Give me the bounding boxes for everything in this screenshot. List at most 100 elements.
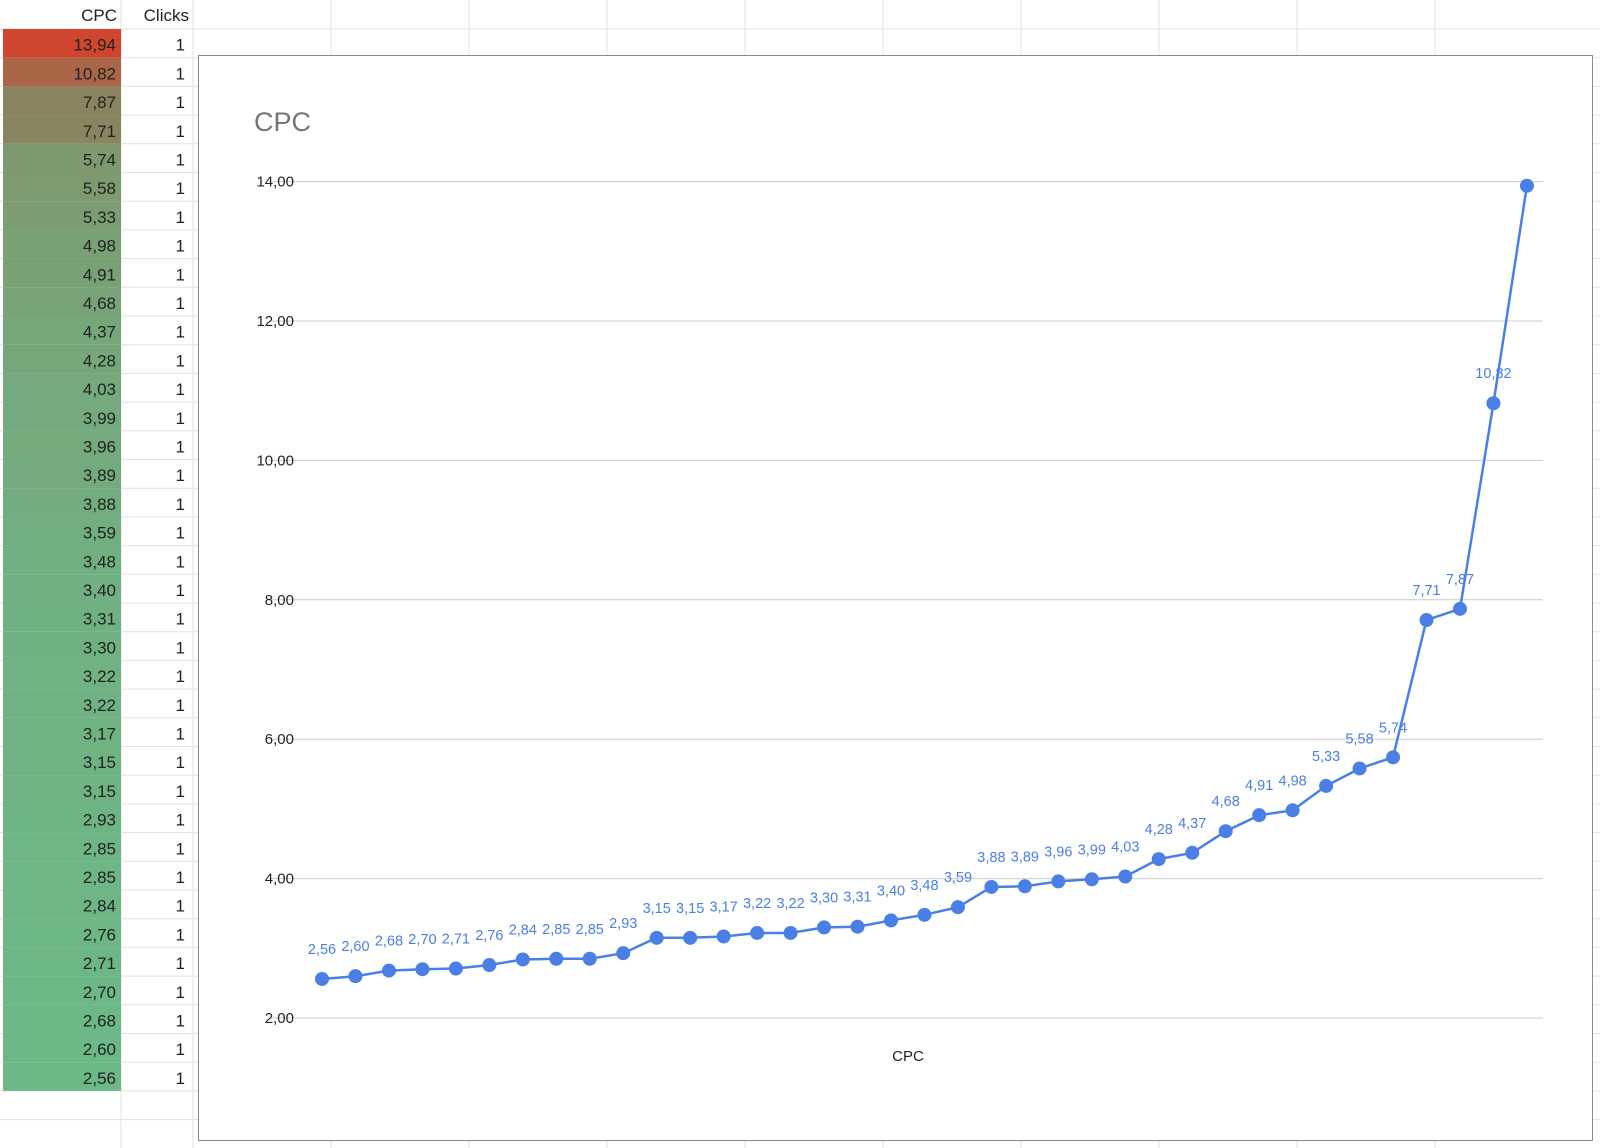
data-point[interactable]: [381, 963, 396, 978]
cpc-cell-fill[interactable]: [3, 918, 121, 948]
clicks-cell[interactable]: 1: [176, 925, 185, 944]
data-point[interactable]: [1084, 872, 1099, 887]
clicks-cell[interactable]: 1: [176, 983, 185, 1002]
data-point[interactable]: [1486, 396, 1501, 411]
cpc-cell[interactable]: 3,15: [83, 753, 116, 772]
data-point[interactable]: [482, 958, 497, 973]
clicks-cell[interactable]: 1: [176, 782, 185, 801]
data-point[interactable]: [1319, 778, 1334, 793]
clicks-cell[interactable]: 1: [176, 524, 185, 543]
cpc-cell[interactable]: 3,40: [83, 581, 116, 600]
data-point[interactable]: [649, 930, 664, 945]
cpc-cell-fill[interactable]: [3, 574, 121, 603]
data-point[interactable]: [582, 951, 597, 966]
cpc-cell-fill[interactable]: [3, 430, 121, 460]
cpc-cell[interactable]: 4,68: [83, 294, 116, 313]
cpc-cell-fill[interactable]: [3, 488, 121, 517]
cpc-cell-fill[interactable]: [3, 29, 121, 58]
clicks-cell[interactable]: 1: [176, 380, 185, 399]
clicks-cell[interactable]: 1: [176, 954, 185, 973]
data-point[interactable]: [1218, 824, 1233, 839]
cpc-cell-fill[interactable]: [3, 746, 121, 776]
cpc-cell[interactable]: 5,33: [83, 208, 116, 227]
clicks-cell[interactable]: 1: [176, 93, 185, 112]
cpc-cell[interactable]: 5,58: [83, 179, 116, 198]
clicks-cell[interactable]: 1: [176, 179, 185, 198]
cpc-cell-fill[interactable]: [3, 890, 121, 919]
cpc-cell-fill[interactable]: [3, 516, 121, 546]
cpc-cell-fill[interactable]: [3, 287, 121, 316]
cpc-cell[interactable]: 3,30: [83, 638, 116, 657]
data-point[interactable]: [1185, 845, 1200, 860]
data-point[interactable]: [348, 969, 363, 984]
clicks-cell[interactable]: 1: [176, 1069, 185, 1088]
data-point[interactable]: [1519, 178, 1534, 193]
cpc-cell[interactable]: 2,60: [83, 1040, 116, 1059]
clicks-cell[interactable]: 1: [176, 811, 185, 830]
clicks-cell[interactable]: 1: [176, 839, 185, 858]
clicks-cell[interactable]: 1: [176, 265, 185, 284]
cpc-cell-fill[interactable]: [3, 201, 121, 230]
data-point[interactable]: [683, 930, 698, 945]
clicks-cell[interactable]: 1: [176, 409, 185, 428]
clicks-cell[interactable]: 1: [176, 466, 185, 485]
cpc-cell[interactable]: 3,22: [83, 667, 116, 686]
cpc-cell-fill[interactable]: [3, 172, 121, 202]
clicks-cell[interactable]: 1: [176, 638, 185, 657]
cpc-cell[interactable]: 3,89: [83, 466, 116, 485]
cpc-cell-fill[interactable]: [3, 976, 121, 1005]
chart[interactable]: CPC 2,00 4,00 6,00 8,00 10,00 12,00 14,00 2,56…: [198, 55, 1593, 1141]
cpc-cell[interactable]: 7,87: [83, 93, 116, 112]
cpc-cell[interactable]: 2,84: [83, 897, 116, 916]
header-clicks[interactable]: Clicks: [144, 6, 189, 25]
cpc-cell-fill[interactable]: [3, 57, 121, 87]
cpc-cell[interactable]: 4,28: [83, 351, 116, 370]
data-point[interactable]: [850, 919, 865, 934]
clicks-cell[interactable]: 1: [176, 122, 185, 141]
clicks-cell[interactable]: 1: [176, 1012, 185, 1031]
cpc-cell-fill[interactable]: [3, 402, 121, 431]
cpc-cell[interactable]: 2,56: [83, 1069, 116, 1088]
cpc-cell-fill[interactable]: [3, 775, 121, 804]
data-point[interactable]: [1352, 761, 1367, 776]
data-point[interactable]: [315, 971, 329, 986]
cpc-cell[interactable]: 2,93: [83, 811, 116, 830]
data-point[interactable]: [616, 946, 631, 961]
cpc-cell[interactable]: 4,98: [83, 237, 116, 256]
data-point[interactable]: [448, 961, 463, 976]
cpc-cell[interactable]: 3,96: [83, 438, 116, 457]
data-point[interactable]: [415, 962, 430, 977]
cpc-cell[interactable]: 2,71: [83, 954, 116, 973]
cpc-cell-fill[interactable]: [3, 344, 121, 374]
clicks-cell[interactable]: 1: [176, 323, 185, 342]
cpc-cell-fill[interactable]: [3, 316, 121, 345]
cpc-cell-fill[interactable]: [3, 1062, 121, 1091]
data-point[interactable]: [984, 879, 999, 894]
cpc-cell-fill[interactable]: [3, 603, 121, 632]
cpc-cell[interactable]: 2,85: [83, 839, 116, 858]
data-point[interactable]: [917, 907, 932, 922]
cpc-cell-fill[interactable]: [3, 229, 121, 259]
clicks-cell[interactable]: 1: [176, 351, 185, 370]
cpc-cell-fill[interactable]: [3, 459, 121, 489]
cpc-cell[interactable]: 4,91: [83, 265, 116, 284]
cpc-cell[interactable]: 3,88: [83, 495, 116, 514]
clicks-cell[interactable]: 1: [176, 868, 185, 887]
cpc-cell[interactable]: 3,15: [83, 782, 116, 801]
cpc-cell-fill[interactable]: [3, 1033, 121, 1063]
clicks-cell[interactable]: 1: [176, 208, 185, 227]
cpc-cell-fill[interactable]: [3, 861, 121, 890]
data-point[interactable]: [1051, 874, 1066, 889]
data-point[interactable]: [1452, 601, 1467, 616]
cpc-cell-fill[interactable]: [3, 689, 121, 718]
cpc-cell[interactable]: 5,74: [83, 151, 116, 170]
cpc-cell[interactable]: 4,37: [83, 323, 116, 342]
clicks-cell[interactable]: 1: [176, 294, 185, 313]
cpc-cell[interactable]: 2,76: [83, 925, 116, 944]
cpc-cell-fill[interactable]: [3, 258, 121, 288]
cpc-cell[interactable]: 3,99: [83, 409, 116, 428]
cpc-cell-fill[interactable]: [3, 545, 121, 575]
clicks-cell[interactable]: 1: [176, 552, 185, 571]
header-cpc[interactable]: CPC: [81, 6, 117, 25]
cpc-cell[interactable]: 3,59: [83, 524, 116, 543]
